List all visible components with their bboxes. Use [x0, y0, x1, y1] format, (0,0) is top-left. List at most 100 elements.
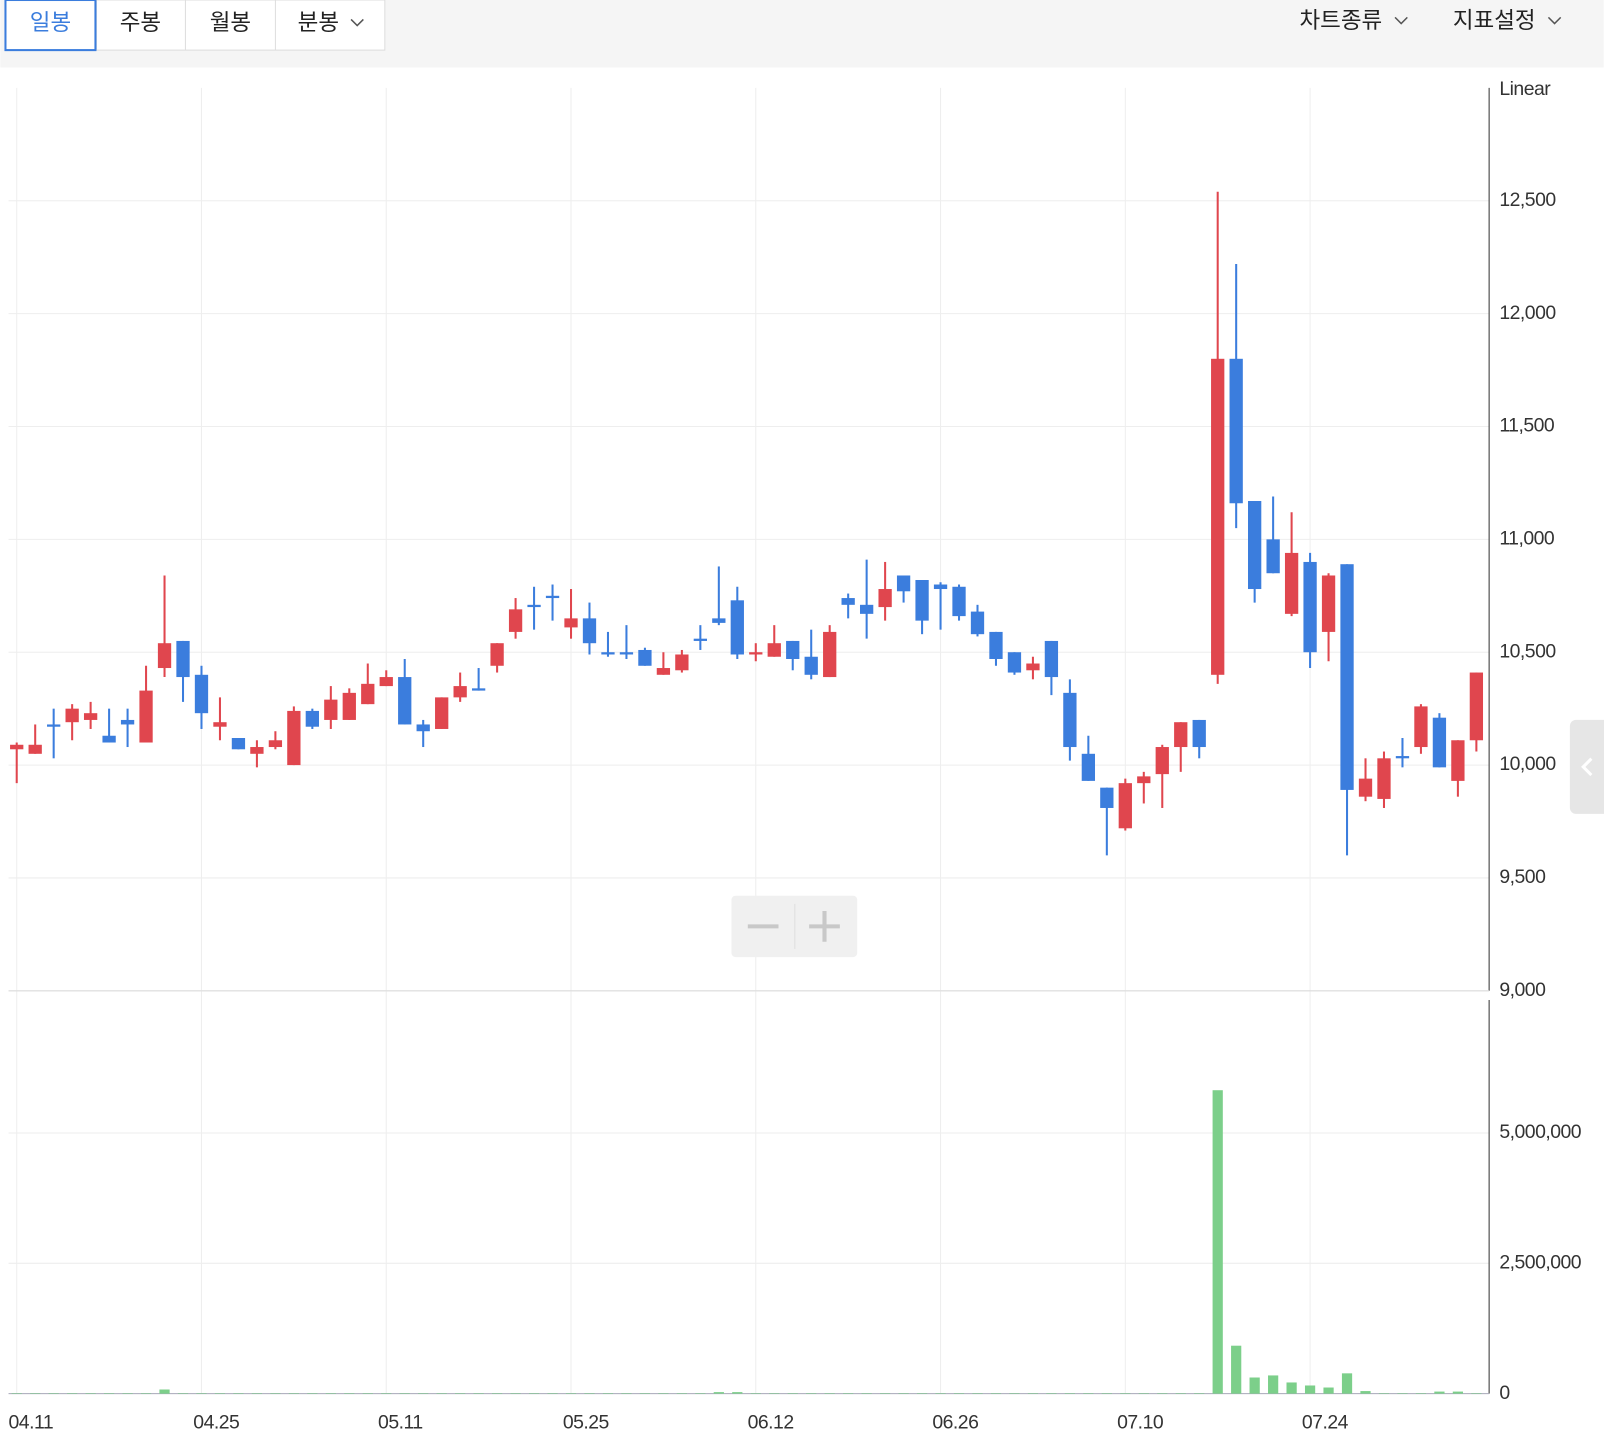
volume-bar — [140, 1393, 152, 1394]
volume-bar — [473, 1393, 484, 1394]
volume-bar — [1157, 1393, 1168, 1394]
volume-bar — [1064, 1393, 1075, 1394]
candle-body — [1118, 783, 1132, 829]
candle-body — [120, 719, 135, 725]
volume-bar — [1378, 1393, 1390, 1394]
volume-bar — [528, 1393, 540, 1394]
y-tick-label: 9,500 — [1499, 866, 1546, 888]
volume-bar — [233, 1393, 244, 1394]
volume-bar — [787, 1393, 798, 1394]
candle-body — [989, 631, 1003, 660]
candle-body — [287, 710, 301, 766]
volume-bar — [713, 1392, 724, 1394]
candle-body — [749, 652, 763, 655]
x-tick-label: 04.11 — [9, 1411, 54, 1433]
candle-body — [767, 643, 781, 657]
volume-bar — [935, 1393, 946, 1394]
tab-monthly[interactable]: 월봉 — [210, 10, 251, 36]
volume-bar — [510, 1393, 521, 1394]
volume-bar — [251, 1393, 263, 1394]
candle-body — [1192, 719, 1206, 748]
volume-bar — [1471, 1393, 1482, 1394]
volume-bar — [1212, 1090, 1223, 1394]
volume-bar — [1323, 1387, 1334, 1394]
volume-bar — [177, 1393, 189, 1394]
zoom-in[interactable] — [809, 911, 840, 942]
y-tick-label: 10,000 — [1499, 753, 1556, 775]
candle-body — [1063, 692, 1077, 748]
volume-bar — [769, 1393, 780, 1394]
candle-body — [471, 688, 486, 691]
volume-bar — [602, 1393, 614, 1394]
volume-bar — [584, 1393, 595, 1394]
candle-body — [1321, 575, 1336, 632]
candle-body — [1044, 640, 1059, 678]
y-tick-label: 2,500,000 — [1499, 1251, 1581, 1273]
candle-body — [435, 697, 449, 729]
volume-bar — [399, 1393, 410, 1394]
candle-body — [361, 683, 375, 705]
plot-area: 9,000 9,500 10,000 10,500 11,000 11,500 12,000… — [8, 78, 1582, 1433]
tab-daily[interactable]: 일봉 — [30, 10, 71, 36]
volume-bar — [1009, 1393, 1020, 1394]
candle-body — [933, 584, 948, 590]
candle-body — [508, 609, 523, 632]
volume-bar — [639, 1393, 651, 1394]
tab-selected[interactable] — [4, 0, 97, 52]
candle-body — [176, 640, 190, 678]
volume-bar — [30, 1393, 41, 1394]
menu-indicators[interactable]: 지표설정 — [1453, 8, 1536, 34]
volume-bar — [953, 1393, 965, 1394]
x-tick-label: 07.10 — [1117, 1411, 1164, 1433]
candle-body — [786, 640, 800, 660]
x-tick-label: 07.24 — [1302, 1411, 1349, 1433]
x-tick-label: 05.11 — [378, 1411, 423, 1433]
volume-bar — [732, 1392, 743, 1394]
candle-body — [730, 600, 744, 655]
side-panel-toggle[interactable] — [1569, 719, 1604, 814]
volume-bar — [621, 1393, 632, 1394]
candle-body — [564, 618, 578, 628]
volume-bar — [1360, 1391, 1371, 1394]
volume-bar — [103, 1393, 115, 1394]
volume-bar — [843, 1393, 854, 1394]
volume-bar — [824, 1393, 835, 1394]
candle-body — [601, 652, 615, 655]
candle-body — [1340, 564, 1354, 790]
candle-body — [1229, 358, 1243, 504]
candle-body — [712, 618, 726, 623]
candle-body — [324, 699, 338, 720]
candle-body — [823, 631, 837, 678]
volume-bar — [1083, 1393, 1094, 1394]
candle-body — [1451, 740, 1465, 781]
candle-body — [619, 652, 634, 655]
candle-body — [1081, 753, 1096, 781]
candle-body — [28, 744, 42, 754]
volume-bar — [1101, 1393, 1112, 1394]
candle-body — [1155, 747, 1169, 775]
tab-minute[interactable]: 분봉 — [298, 10, 339, 36]
volume-bar — [1046, 1393, 1057, 1394]
volume-bar — [1286, 1382, 1297, 1394]
candle-body — [878, 589, 892, 608]
candle-body — [1100, 787, 1114, 808]
y-tick-label: 5,000,000 — [1499, 1121, 1581, 1143]
scale-label: Linear — [1499, 78, 1551, 100]
menu-chart-type[interactable]: 차트종류 — [1299, 8, 1382, 34]
volume-bar — [1397, 1393, 1408, 1394]
y-tick-label: 11,000 — [1499, 527, 1555, 549]
candle-body — [1007, 652, 1022, 673]
volume-bar — [1452, 1391, 1464, 1394]
chevron — [1394, 16, 1408, 25]
candle-body — [1377, 758, 1391, 799]
candle-body — [638, 649, 652, 666]
volume-bar — [307, 1393, 318, 1394]
tab-weekly[interactable]: 주봉 — [120, 10, 161, 36]
volume-bar — [861, 1393, 872, 1394]
volume-bar — [1304, 1385, 1316, 1394]
y-tick-label: 12,000 — [1499, 302, 1556, 324]
volume-bar — [880, 1393, 891, 1394]
candle-body — [1358, 778, 1373, 797]
candle-body — [47, 724, 61, 727]
candle-body — [1432, 717, 1447, 768]
